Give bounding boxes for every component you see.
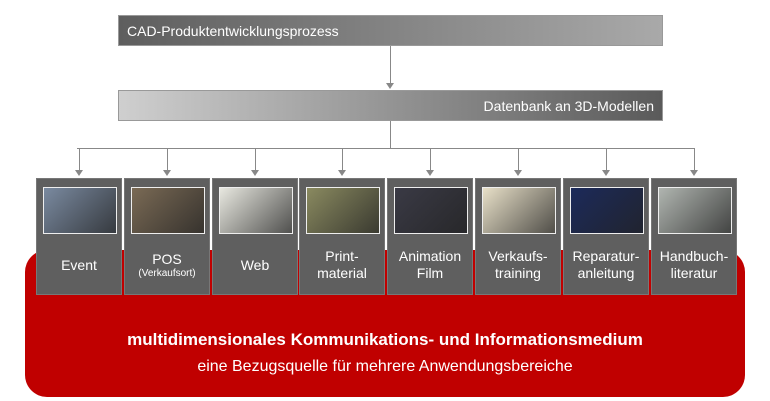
application-label: Web bbox=[213, 239, 297, 291]
label-line1: Verkaufs- bbox=[488, 248, 548, 264]
arrow-icon bbox=[163, 170, 171, 176]
database-bar: Datenbank an 3D-Modellen bbox=[118, 90, 663, 121]
arrow-icon bbox=[251, 170, 259, 176]
application-label: Handbuch- literatur bbox=[652, 239, 736, 291]
label-line1: Handbuch- bbox=[659, 248, 729, 264]
manual-illustration bbox=[658, 187, 732, 234]
application-label: Verkaufs- training bbox=[476, 239, 560, 291]
application-label: POS (Verkaufsort) bbox=[125, 239, 209, 291]
application-label: Event bbox=[37, 239, 121, 291]
connector-line bbox=[79, 148, 80, 172]
label-line1: Print- bbox=[325, 248, 359, 264]
label-line1: Animation bbox=[398, 248, 462, 264]
car-cutaway-image bbox=[482, 187, 556, 234]
arrow-icon bbox=[75, 170, 83, 176]
application-box: POS (Verkaufsort) bbox=[124, 178, 210, 295]
arrow-icon bbox=[514, 170, 522, 176]
connector-line bbox=[694, 148, 695, 172]
application-box: Print- material bbox=[299, 178, 385, 295]
connector-line bbox=[518, 148, 519, 172]
car-on-road-photo bbox=[306, 187, 380, 234]
application-box: Event bbox=[36, 178, 122, 295]
night-car-photo bbox=[394, 187, 468, 234]
cad-process-bar: CAD-Produktentwicklungsprozess bbox=[118, 15, 663, 46]
footer-subtitle: eine Bezugsquelle für mehrere Anwendungs… bbox=[197, 358, 573, 375]
application-box: Animation Film bbox=[387, 178, 473, 295]
blue-car-render bbox=[570, 187, 644, 234]
application-box: Handbuch- literatur bbox=[651, 178, 737, 295]
label-line1: POS bbox=[152, 250, 182, 267]
label-line2: material bbox=[317, 265, 367, 281]
arrow-icon bbox=[602, 170, 610, 176]
connector-line bbox=[255, 148, 256, 172]
showroom-photo bbox=[131, 187, 205, 234]
website-screenshot bbox=[219, 187, 293, 234]
label-line2: literatur bbox=[670, 265, 718, 281]
connector-line bbox=[606, 148, 607, 172]
label-line2: Film bbox=[416, 265, 444, 281]
arrow-icon bbox=[690, 170, 698, 176]
label-line2: (Verkaufsort) bbox=[138, 267, 196, 279]
application-box: Web bbox=[212, 178, 298, 295]
application-box: Verkaufs- training bbox=[475, 178, 561, 295]
connector-line bbox=[430, 148, 431, 172]
label-line1: Web bbox=[240, 256, 270, 273]
label-line2: anleitung bbox=[577, 265, 635, 281]
arrow-icon bbox=[338, 170, 346, 176]
application-label: Reparatur- anleitung bbox=[564, 239, 648, 291]
footer-title: multidimensionales Kommunikations- und I… bbox=[127, 330, 643, 349]
event-photo bbox=[43, 187, 117, 234]
connector-line bbox=[390, 121, 391, 148]
connector-line bbox=[342, 148, 343, 172]
application-label: Print- material bbox=[300, 239, 384, 291]
application-box: Reparatur- anleitung bbox=[563, 178, 649, 295]
label-line2: training bbox=[495, 265, 541, 281]
distribution-line bbox=[77, 148, 694, 149]
label-line1: Event bbox=[61, 256, 97, 273]
connector-line bbox=[390, 46, 391, 84]
arrow-icon bbox=[386, 83, 394, 89]
arrow-icon bbox=[426, 170, 434, 176]
connector-line bbox=[167, 148, 168, 172]
application-label: Animation Film bbox=[388, 239, 472, 291]
label-line1: Reparatur- bbox=[572, 248, 640, 264]
